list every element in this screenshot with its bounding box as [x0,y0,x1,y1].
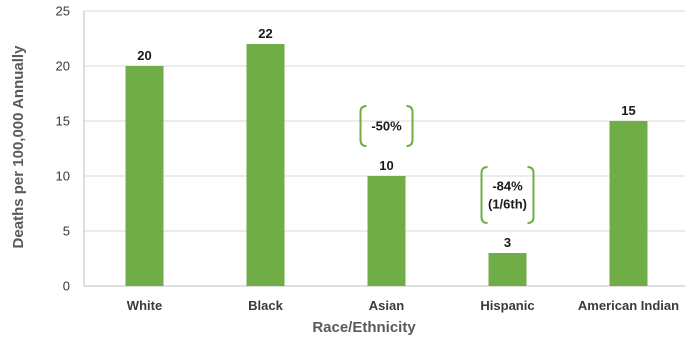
x-axis-title: Race/Ethnicity [312,319,416,336]
gridlines [83,10,685,287]
data-label: 3 [504,235,511,250]
y-tick-label: 25 [56,4,70,19]
category-label: Black [248,298,283,313]
category-label: American Indian [578,298,679,313]
bar [367,176,406,286]
bars [125,44,648,286]
data-label: 10 [379,158,393,173]
annotation: -84% (1/6th) [480,166,535,224]
bar [488,253,527,286]
data-labels: 20 22 10 3 15 [137,26,635,250]
data-label: 20 [137,48,151,63]
annotation-text: -84% [492,179,523,194]
data-label: 22 [258,26,272,41]
x-category-labels: White Black Asian Hispanic American Indian [127,298,679,313]
category-label: Asian [369,298,404,313]
y-tick-labels: 0 5 10 15 20 25 [56,4,70,294]
annotation-text: -50% [371,119,402,134]
annotation-bracket-right [527,166,535,224]
y-axis-title: Deaths per 100,000 Annually [10,45,27,249]
annotation-bracket-left [480,166,488,224]
category-label: Hispanic [480,298,534,313]
annotations: -50% -84% (1/6th) [359,105,535,224]
bar [246,44,285,286]
y-tick-label: 0 [63,279,70,294]
bar [125,66,164,286]
annotation: -50% [359,105,414,147]
category-label: White [127,298,162,313]
bar [609,121,648,286]
annotation-bracket-right [406,105,414,147]
y-tick-label: 5 [63,224,70,239]
y-tick-label: 15 [56,114,70,129]
annotation-text: (1/6th) [488,197,527,212]
data-label: 15 [621,103,635,118]
y-tick-label: 20 [56,59,70,74]
y-tick-label: 10 [56,169,70,184]
annotation-bracket-left [359,105,367,147]
